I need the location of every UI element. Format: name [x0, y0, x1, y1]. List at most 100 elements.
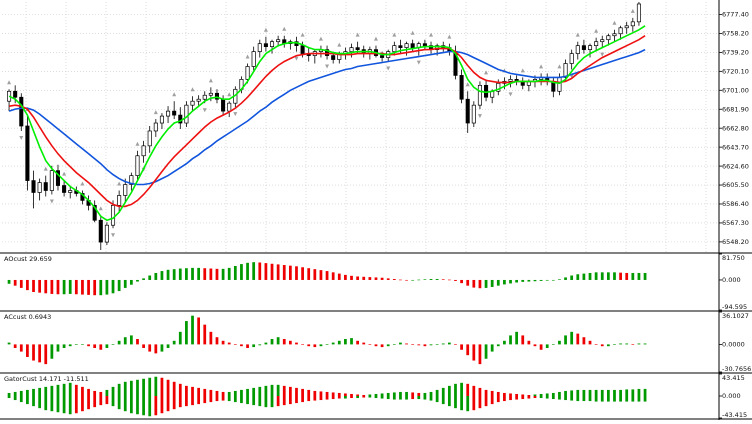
ac-bar — [123, 337, 127, 345]
ac-bar — [203, 324, 207, 345]
candle-body — [569, 53, 574, 64]
gator-lower-bar — [142, 396, 145, 416]
gator-upper-bar — [521, 394, 525, 396]
gator-lower-bar — [484, 396, 488, 407]
ac-bar — [62, 344, 66, 348]
gator-upper-bar — [460, 382, 463, 396]
ac-bar — [148, 344, 152, 352]
gator-upper-bar — [503, 392, 506, 396]
candle-body — [147, 130, 152, 147]
candle-body — [62, 185, 67, 193]
ac-bar — [582, 337, 586, 345]
ao-bar — [264, 263, 268, 280]
ao-bar — [99, 279, 103, 296]
ao-bar — [38, 279, 42, 293]
ao-bar — [221, 268, 225, 280]
gator-lower-bar — [233, 396, 237, 403]
gator-lower-bar — [606, 396, 610, 402]
ao-bar — [619, 272, 622, 280]
gator-lower-bar — [227, 396, 231, 402]
candle-body — [594, 41, 599, 47]
ao-bar — [81, 279, 84, 295]
gator-upper-bar — [38, 387, 42, 396]
ac-bar — [411, 344, 415, 345]
gator-upper-bar — [564, 390, 567, 396]
ao-bar — [68, 279, 72, 294]
candle-body — [300, 45, 305, 54]
gator-upper-bar — [588, 389, 592, 396]
fractal-down-arrow — [202, 108, 207, 113]
candle-body — [422, 43, 427, 47]
gator-upper-bar — [374, 393, 378, 396]
ao-bar — [576, 274, 580, 280]
gator-upper-bar — [625, 389, 629, 396]
ao-bar — [270, 263, 274, 280]
gator-upper-bar — [215, 390, 219, 396]
medium-ma-line — [8, 35, 646, 208]
price-pane — [7, 2, 646, 251]
ao-bar — [19, 279, 23, 288]
ao-bar — [356, 276, 360, 280]
gator-title: GatorCust 14.171 -11.511 — [4, 375, 89, 383]
ac-bar — [643, 343, 647, 345]
gator-upper-bar — [362, 394, 366, 396]
gator-upper-bar — [295, 387, 298, 396]
gator-upper-bar — [123, 381, 127, 396]
candle-body — [208, 92, 213, 96]
fractal-down-arrow — [49, 199, 54, 204]
gator-upper-bar — [136, 379, 139, 396]
candle-body — [13, 90, 18, 98]
candle-body — [196, 98, 201, 102]
candle-body — [263, 43, 268, 47]
gator-upper-bar — [160, 377, 164, 396]
ac-bar — [50, 344, 54, 359]
ao-bar — [7, 279, 11, 284]
gator-upper-bar — [68, 382, 72, 396]
ao-bar — [252, 262, 256, 280]
fractal-up-arrow — [447, 34, 452, 39]
gator-lower-bar — [62, 396, 66, 414]
gator-lower-bar — [246, 396, 249, 405]
gator-lower-bar — [399, 396, 402, 400]
fractal-down-arrow — [416, 60, 421, 65]
ao-bar — [484, 279, 488, 288]
ao-bar — [564, 277, 567, 280]
fractal-down-arrow — [294, 56, 299, 61]
ac-bar — [417, 344, 421, 346]
gator-upper-bar — [258, 386, 262, 396]
ac-bar — [307, 344, 311, 347]
ac-bar — [374, 344, 378, 347]
ao-bar — [386, 278, 390, 280]
ao-bar — [631, 272, 635, 280]
fractal-up-arrow — [575, 32, 580, 37]
ac-bar — [166, 344, 170, 348]
ao-axis-label: 0.000 — [722, 276, 741, 284]
ac-bar — [246, 344, 249, 348]
ac-bar — [466, 344, 470, 356]
ac-bar — [240, 344, 243, 347]
gator-upper-bar — [576, 389, 580, 396]
gator-lower-bar — [99, 396, 103, 406]
gator-upper-bar — [307, 389, 311, 396]
ao-bar — [13, 279, 17, 286]
gator-upper-bar — [613, 389, 616, 396]
gator-upper-bar — [429, 391, 433, 396]
candle-body — [92, 205, 97, 221]
price-tick-label: 6701.00 — [722, 86, 749, 94]
candle-body — [325, 49, 330, 56]
ao-bar — [521, 279, 525, 282]
ac-bar — [576, 333, 580, 345]
ac-bar — [32, 344, 35, 361]
ac-bar — [435, 344, 439, 345]
candle-body — [587, 45, 593, 50]
gator-lower-bar — [307, 396, 311, 402]
gator-lower-bar — [105, 396, 109, 405]
gator-upper-bar — [191, 386, 194, 396]
ac-bar — [545, 344, 549, 348]
gator-lower-bar — [374, 396, 378, 399]
gator-upper-bar — [527, 394, 531, 396]
ao-axis-label: -94.595 — [722, 303, 747, 311]
ac-title: ACcust 0.6943 — [4, 313, 51, 321]
fractal-up-arrow — [373, 36, 378, 41]
ao-bar — [454, 279, 457, 281]
